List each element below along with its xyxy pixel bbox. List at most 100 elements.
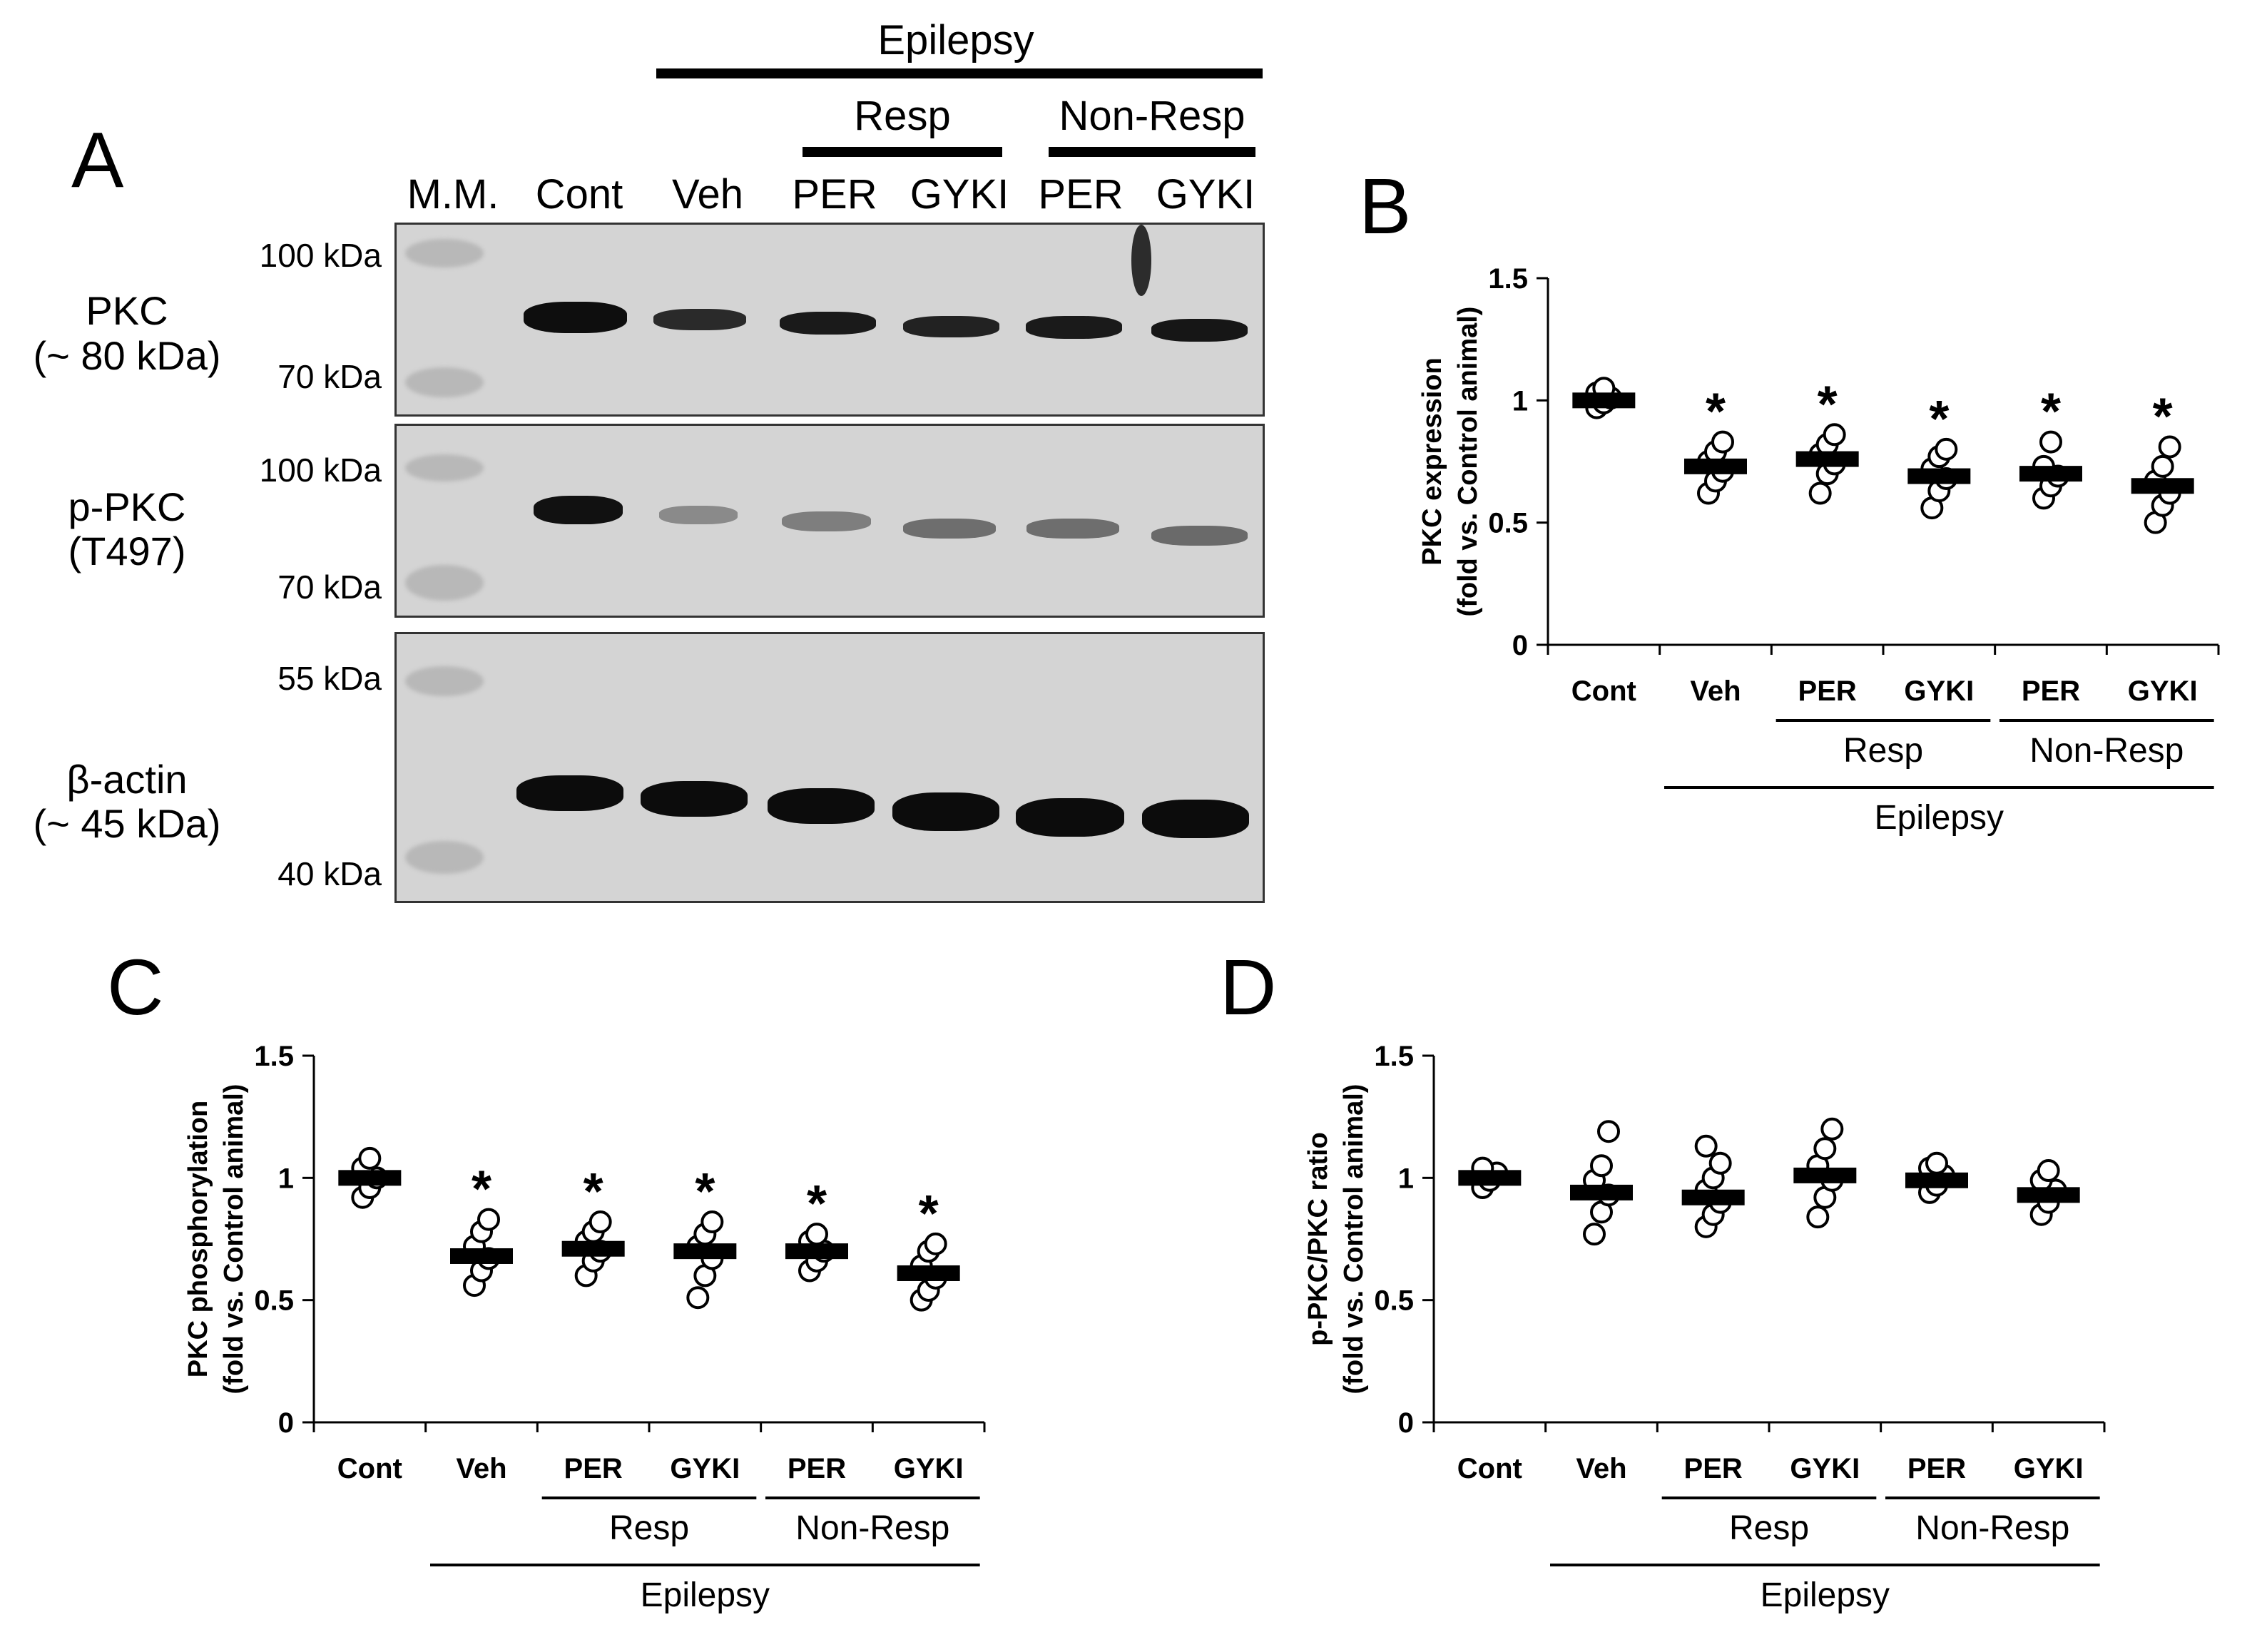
chart-d-ylabel-line2: (fold vs. Control animal) bbox=[1339, 1084, 1369, 1394]
chart-b-data-point bbox=[2039, 430, 2062, 454]
chart-d-data-point bbox=[1708, 1151, 1732, 1175]
panel-label-a: A bbox=[71, 116, 124, 204]
chart-d-group-nonresp-label: Non-Resp bbox=[1915, 1509, 2069, 1547]
chart-b-data-point bbox=[2151, 454, 2174, 478]
chart-c-ytick-label: 0.5 bbox=[254, 1285, 294, 1317]
chart-d-ytick-label: 1 bbox=[1398, 1163, 1414, 1194]
actin-kda-55: 55 kDa bbox=[277, 660, 382, 697]
pkc-blot bbox=[394, 223, 1265, 417]
ppkc-blot bbox=[394, 424, 1265, 618]
chart-d-category-label: PER bbox=[1684, 1453, 1743, 1484]
chart-c-data-point bbox=[700, 1210, 724, 1234]
ppkc-label-site: (T497) bbox=[68, 529, 186, 573]
actin-band-cont bbox=[516, 775, 623, 811]
chart-b-significance-star: * bbox=[2153, 388, 2173, 445]
actin-label-name: β-actin bbox=[66, 757, 188, 802]
chart-b-ylabel-group: PKC expression (fold vs. Control animal) bbox=[1417, 307, 1483, 617]
pkc-band-per-nonresp bbox=[1026, 316, 1122, 339]
chart-c-category-label: GYKI bbox=[670, 1453, 740, 1484]
chart-c-ytick-label: 1 bbox=[278, 1163, 294, 1194]
chart-c-category-label: PER bbox=[564, 1453, 623, 1484]
chart-b-ytick-label: 0.5 bbox=[1488, 508, 1528, 539]
chart-c-mean-bar bbox=[450, 1248, 513, 1264]
chart-b-mean-bar bbox=[1795, 451, 1859, 467]
lane-label-gyki-nonresp: GYKI bbox=[1156, 171, 1255, 218]
chart-d-category-label: GYKI bbox=[1790, 1453, 1860, 1484]
chart-b-mean-bar bbox=[1572, 392, 1636, 409]
lane-label-veh: Veh bbox=[672, 171, 743, 218]
chart-c-data-point bbox=[924, 1232, 947, 1255]
chart-b-ylabel-line2: (fold vs. Control animal) bbox=[1453, 307, 1483, 617]
chart-d-category-label: GYKI bbox=[2014, 1453, 2084, 1484]
chart-b-category-label: PER bbox=[1798, 675, 1857, 707]
chart-d-mean-bar bbox=[2017, 1187, 2080, 1203]
chart-b-data-point bbox=[1935, 437, 1958, 461]
chart-b-group-resp-label: Resp bbox=[1843, 732, 1923, 770]
chart-d-group-epilepsy-label: Epilepsy bbox=[1761, 1576, 1890, 1614]
chart-c-group-resp-label: Resp bbox=[609, 1509, 689, 1547]
chart-c-mean-bar bbox=[897, 1265, 960, 1281]
chart-c-ytick-label: 0 bbox=[278, 1407, 294, 1439]
pkc-marker-bottom bbox=[405, 367, 484, 397]
chart-c-ylabel-line2: (fold vs. Control animal) bbox=[219, 1084, 249, 1394]
chart-b-significance-star: * bbox=[2041, 384, 2061, 441]
chart-c-group-epilepsy-label: Epilepsy bbox=[641, 1576, 770, 1614]
chart-c-ytick-label: 1.5 bbox=[254, 1041, 294, 1072]
chart-b-mean-bar bbox=[2019, 466, 2082, 482]
ppkc-band-per-nonresp bbox=[1026, 519, 1119, 539]
chart-b-data-point bbox=[1808, 481, 1832, 505]
pkc-artifact-smudge bbox=[1131, 225, 1151, 296]
chart-b-ytick-label: 0 bbox=[1512, 630, 1528, 661]
chart-c-category-label: Cont bbox=[337, 1453, 402, 1484]
chart-b-significance-star: * bbox=[1929, 391, 1949, 448]
chart-b-mean-bar bbox=[1684, 458, 1747, 474]
chart-c-mean-bar bbox=[338, 1170, 402, 1186]
blot-bar-epilepsy bbox=[656, 68, 1263, 78]
pkc-band-gyki-resp bbox=[903, 316, 999, 337]
chart-b-ylabel-line1: PKC expression bbox=[1417, 357, 1447, 565]
chart-d-mean-bar bbox=[1793, 1167, 1857, 1183]
lane-label-mm: M.M. bbox=[407, 171, 499, 218]
chart-b-mean-bar bbox=[2131, 478, 2194, 494]
chart-b-group-epilepsy-label: Epilepsy bbox=[1875, 799, 2004, 837]
chart-d-ylabel-line1: p-PKC/PKC ratio bbox=[1303, 1132, 1333, 1346]
chart-c-group-nonresp-label: Non-Resp bbox=[795, 1509, 949, 1547]
panel-label-d: D bbox=[1220, 944, 1277, 1031]
ppkc-band-gyki-resp bbox=[903, 519, 996, 539]
ppkc-kda-70: 70 kDa bbox=[277, 568, 382, 606]
actin-band-gyki-resp bbox=[892, 792, 999, 831]
ppkc-label-name: p-PKC bbox=[68, 484, 186, 529]
blot-header-resp: Resp bbox=[854, 93, 951, 139]
chart-d-mean-bar bbox=[1905, 1172, 1968, 1188]
chart-d-ytick-label: 1.5 bbox=[1374, 1041, 1414, 1072]
chart-d-data-point bbox=[1583, 1223, 1606, 1246]
actin-band-per-nonresp bbox=[1016, 798, 1124, 837]
chart-d-data-point bbox=[1590, 1154, 1613, 1178]
pkc-band-cont bbox=[524, 302, 627, 333]
chart-d-data-point bbox=[1806, 1205, 1830, 1229]
ppkc-band-per-resp bbox=[782, 511, 871, 531]
chart-b-significance-star: * bbox=[1706, 384, 1726, 441]
chart-c-category-label: PER bbox=[788, 1453, 846, 1484]
lane-label-cont: Cont bbox=[535, 171, 623, 218]
chart-b-ytick-label: 1 bbox=[1512, 385, 1528, 417]
chart-c-significance-star: * bbox=[695, 1163, 715, 1220]
actin-blot bbox=[394, 632, 1265, 903]
chart-d-group-resp-label: Resp bbox=[1729, 1509, 1809, 1547]
actin-band-veh bbox=[641, 781, 748, 817]
actin-marker-top bbox=[405, 666, 484, 696]
blot-header-nonresp: Non-Resp bbox=[1059, 93, 1245, 139]
chart-d-data-point bbox=[1597, 1120, 1620, 1143]
blot-bar-nonresp bbox=[1049, 147, 1255, 157]
pkc-band-gyki-nonresp bbox=[1151, 319, 1248, 342]
chart-d-ytick-label: 0.5 bbox=[1374, 1285, 1414, 1317]
chart-d-mean-bar bbox=[1570, 1184, 1633, 1200]
chart-c-ylabel-line1: PKC phosphorylation bbox=[183, 1101, 213, 1377]
chart-d-data-point bbox=[1813, 1137, 1837, 1161]
ppkc-band-cont bbox=[534, 496, 623, 524]
actin-marker-bottom bbox=[405, 841, 484, 874]
chart-c-significance-star: * bbox=[584, 1163, 603, 1220]
chart-c-data-point bbox=[589, 1210, 612, 1234]
pkc-band-veh bbox=[653, 309, 746, 330]
